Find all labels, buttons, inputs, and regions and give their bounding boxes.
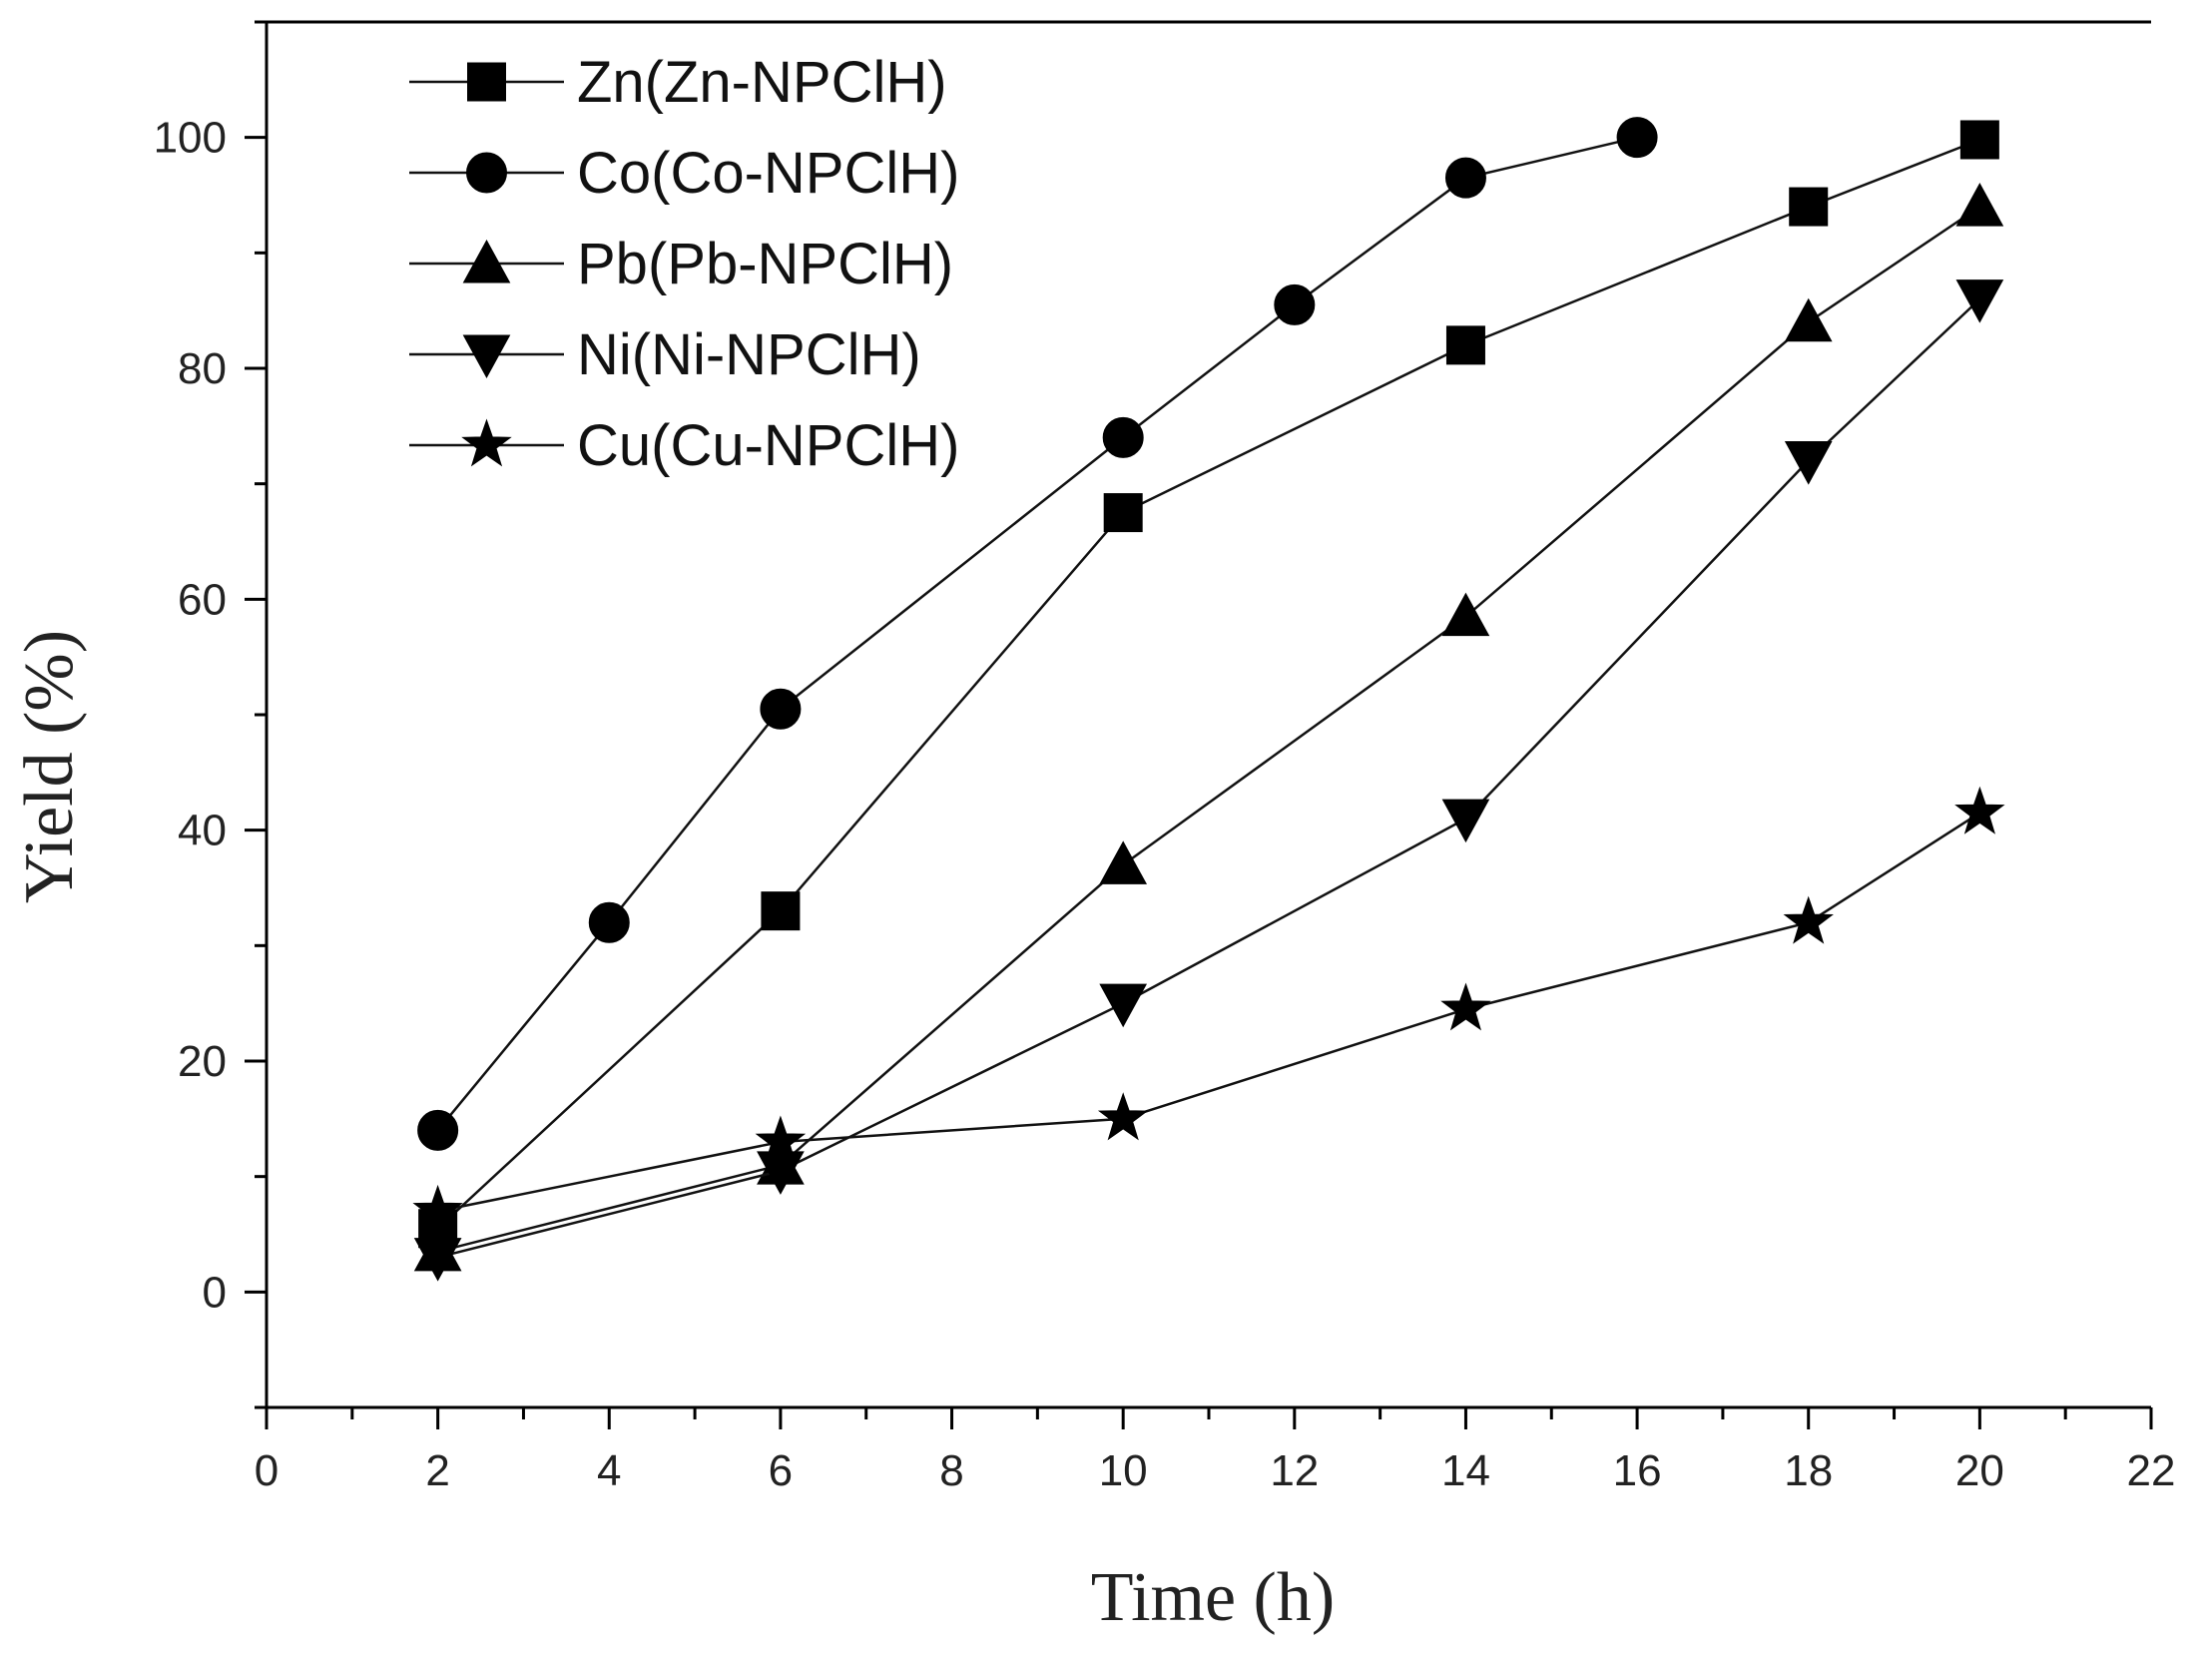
y-tick-label: 80 (178, 344, 227, 393)
legend-label: Ni(Ni-NPClH) (577, 322, 921, 387)
data-point (417, 1109, 459, 1151)
data-point (761, 891, 801, 931)
data-point (1954, 786, 2005, 834)
y-tick-label: 40 (178, 807, 227, 855)
x-tick-label: 10 (1099, 1446, 1148, 1495)
x-tick-label: 20 (1955, 1446, 2004, 1495)
x-axis-title: Time (h) (1091, 1559, 1335, 1636)
data-point (1099, 983, 1148, 1028)
legend-marker (467, 62, 506, 102)
data-point (1955, 183, 2004, 227)
y-tick-label: 100 (154, 114, 227, 163)
legend-entry: Pb(Pb-NPClH) (409, 232, 953, 296)
data-point (1955, 279, 2004, 323)
legend-marker (462, 239, 511, 283)
y-tick-label: 60 (178, 575, 227, 624)
data-point (1959, 120, 1999, 160)
x-tick-label: 6 (769, 1446, 793, 1495)
axes-group: 0 2 4 6 8 10 12 14 16 18 20 22 0 20 40 60 80 100 (154, 20, 2176, 1495)
data-point (1783, 895, 1834, 944)
data-point (1274, 283, 1316, 325)
x-tick-label: 16 (1613, 1446, 1662, 1495)
data-point (1441, 592, 1490, 637)
series-co (417, 117, 1658, 1151)
legend-label: Cu(Cu-NPClH) (577, 413, 959, 478)
data-point (1440, 982, 1491, 1031)
data-point (1103, 493, 1143, 533)
data-point (1102, 416, 1144, 458)
x-tick-label: 12 (1270, 1446, 1319, 1495)
series-ni (413, 279, 2004, 1282)
series-line (437, 812, 1981, 1213)
data-point (1097, 1092, 1149, 1141)
legend-entry: Co(Co-NPClH) (409, 141, 959, 206)
legend: Zn(Zn-NPClH) Co(Co-NPClH) Pb(Pb-NPClH) Ni(N… (409, 50, 959, 478)
data-point (1441, 799, 1490, 843)
legend-label: Zn(Zn-NPClH) (577, 50, 947, 115)
x-tick-label: 14 (1441, 1446, 1490, 1495)
data-point (413, 1238, 462, 1282)
x-tick-label: 22 (2127, 1446, 2176, 1495)
x-tick-label: 2 (425, 1446, 449, 1495)
x-tick-label: 4 (597, 1446, 621, 1495)
data-point (412, 1184, 463, 1233)
legend-entry: Cu(Cu-NPClH) (409, 413, 959, 478)
y-tick-label: 20 (178, 1037, 227, 1086)
series-line (437, 206, 1981, 1254)
data-point (588, 901, 630, 943)
series-group (412, 117, 2005, 1282)
legend-marker (462, 334, 511, 379)
data-point (1784, 297, 1833, 342)
legend-entry: Zn(Zn-NPClH) (409, 50, 947, 115)
data-point (760, 688, 802, 730)
y-tick-label: 0 (203, 1268, 227, 1317)
series-line (437, 297, 1981, 1259)
series-cu (412, 786, 2005, 1233)
series-line (436, 138, 1980, 1230)
legend-marker (461, 418, 512, 467)
x-tick-label: 0 (255, 1446, 278, 1495)
data-point (1099, 840, 1148, 884)
data-point (755, 1115, 807, 1164)
x-tick-label: 18 (1784, 1446, 1833, 1495)
x-tick-label: 8 (939, 1446, 963, 1495)
legend-label: Co(Co-NPClH) (577, 141, 959, 206)
data-point (1445, 325, 1485, 365)
legend-label: Pb(Pb-NPClH) (577, 232, 953, 296)
legend-marker (466, 152, 507, 194)
data-point (1789, 187, 1829, 227)
data-point (1444, 157, 1486, 199)
y-axis-title: Yield (%) (11, 630, 88, 903)
data-point (1616, 117, 1658, 159)
data-point (1784, 441, 1833, 485)
legend-entry: Ni(Ni-NPClH) (409, 322, 921, 387)
